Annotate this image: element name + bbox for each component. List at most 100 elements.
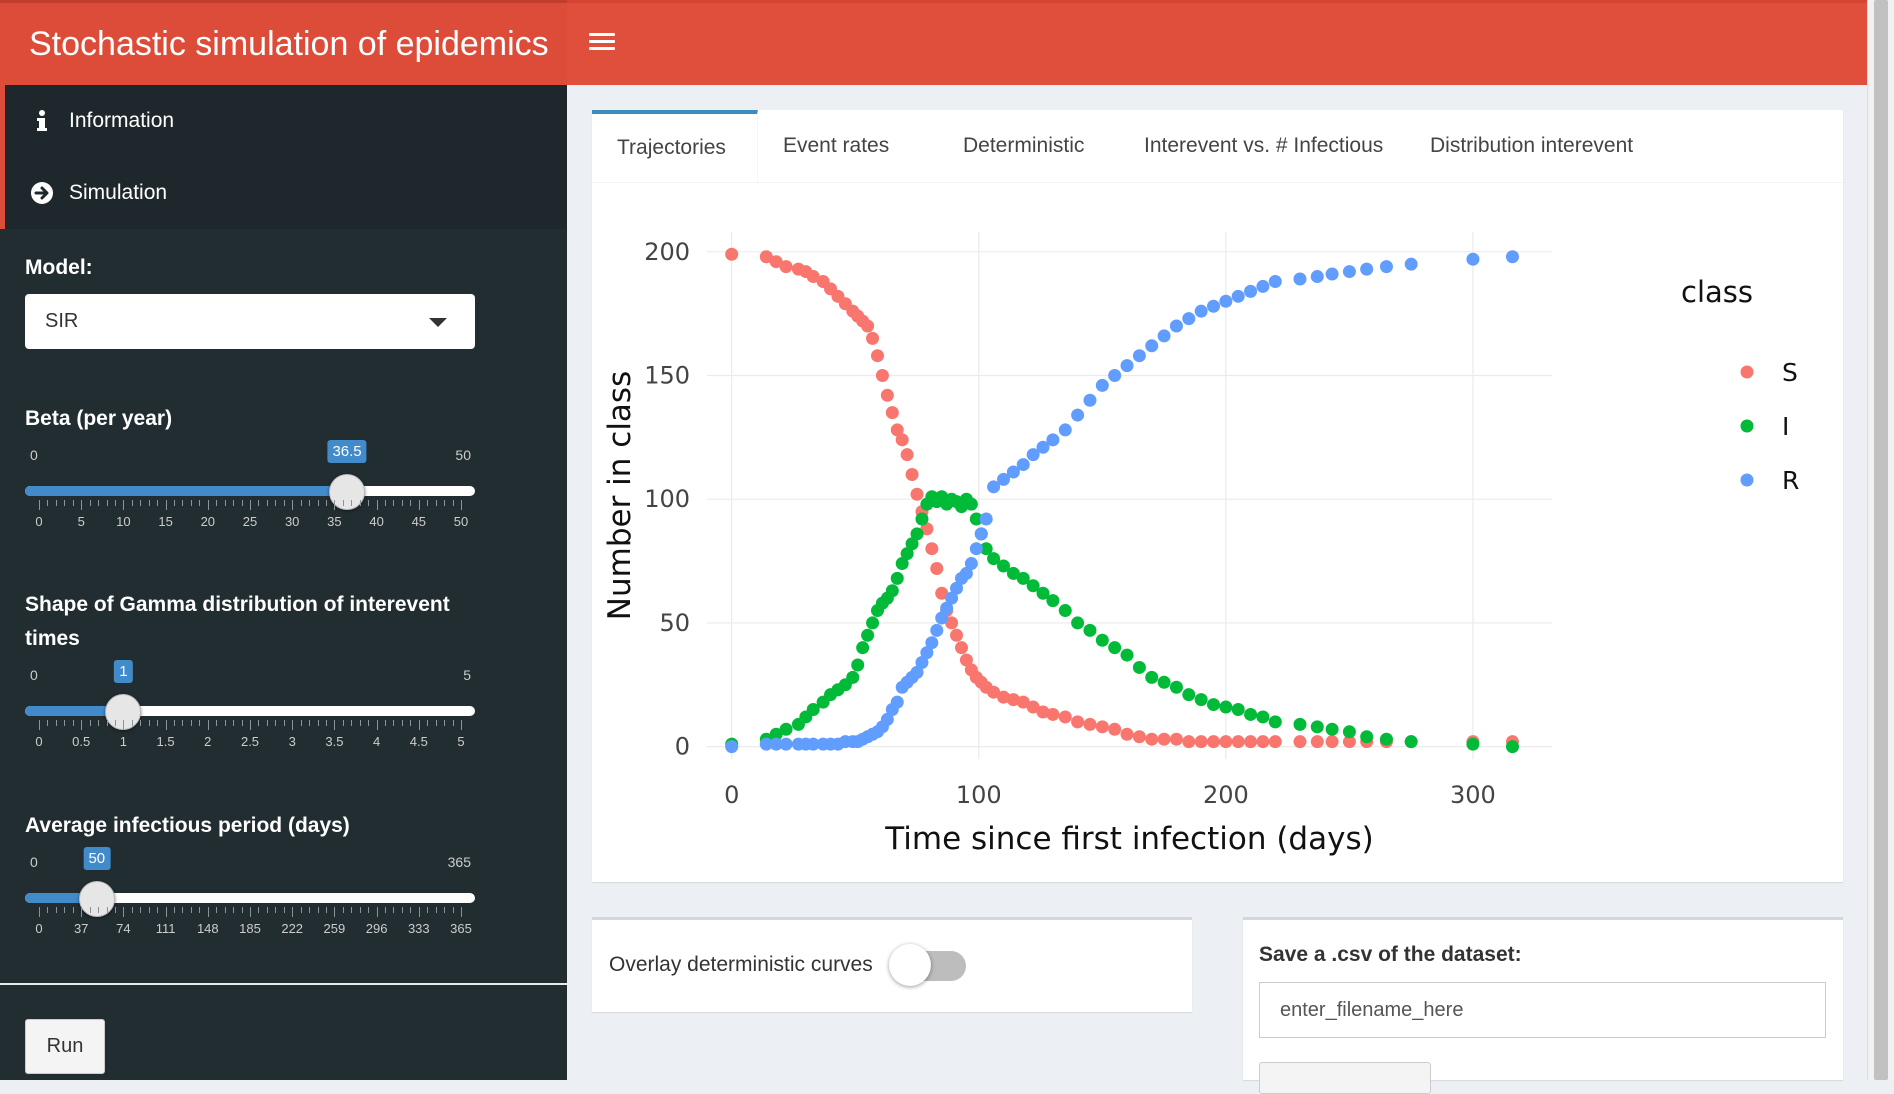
- point-S: [930, 561, 944, 575]
- app-title: Stochastic simulation of epidemics: [0, 0, 567, 85]
- point-R: [725, 740, 739, 754]
- point-S: [861, 319, 875, 333]
- beta-slider[interactable]: 0 50 36.5 0 5 10 15 20 25 30 35 40 45 50: [25, 440, 475, 547]
- period-slider[interactable]: 0 365 50 0 37 74 111 148 185 222 259 296 333 365: [25, 847, 475, 954]
- point-R: [1379, 260, 1393, 274]
- point-I: [1325, 722, 1339, 736]
- point-I: [1046, 594, 1060, 608]
- tick-mark: [300, 500, 302, 506]
- tick-mark: [64, 500, 66, 506]
- tick-label: 4.5: [409, 734, 428, 749]
- tab-event-rates[interactable]: Event rates: [783, 134, 890, 157]
- point-I: [964, 497, 978, 511]
- tab-distribution-interevent[interactable]: Distribution interevent: [1430, 134, 1634, 157]
- overlay-label: Overlay deterministic curves: [609, 953, 873, 976]
- top-navbar: [567, 0, 1868, 85]
- tick-label: 25: [242, 514, 258, 529]
- y-tick-label: 0: [675, 733, 690, 761]
- overlay-toggle[interactable]: [889, 944, 966, 986]
- shape-track[interactable]: [25, 706, 475, 716]
- tab-trajectories[interactable]: Trajectories: [592, 110, 758, 182]
- point-R: [1310, 270, 1324, 284]
- point-S: [725, 247, 739, 261]
- period-handle[interactable]: [78, 881, 115, 917]
- page-scrollbar[interactable]: [1867, 0, 1894, 1080]
- point-I: [1182, 688, 1196, 702]
- tick-mark: [317, 907, 319, 913]
- tick-label: 30: [284, 514, 300, 529]
- tick-mark: [250, 907, 251, 917]
- overlay-box: Overlay deterministic curves: [592, 917, 1192, 1012]
- tick-mark: [427, 720, 429, 726]
- legend-label-R: R: [1782, 466, 1799, 495]
- point-I: [1132, 660, 1146, 674]
- point-S: [900, 448, 914, 462]
- legend-label-I: I: [1782, 412, 1789, 441]
- tick-mark: [410, 907, 412, 913]
- model-select[interactable]: SIR: [25, 294, 475, 349]
- tab-interevent-vs-infectious[interactable]: Interevent vs. # Infectious: [1144, 134, 1384, 157]
- scrollbar-thumb[interactable]: [1874, 0, 1888, 1080]
- tick-mark: [317, 500, 319, 506]
- tick-mark: [224, 720, 226, 726]
- tick-mark: [292, 500, 294, 510]
- point-R: [1120, 359, 1134, 373]
- tick-mark: [444, 500, 446, 506]
- tick-mark: [140, 500, 142, 506]
- shape-slider[interactable]: 0 5 1 0 0.5 1 1.5 2 2.5 3 3.5 4 4.5 5: [25, 660, 475, 767]
- legend-dot-S: [1740, 365, 1754, 379]
- point-S: [806, 270, 820, 284]
- tick-label: 2.5: [240, 734, 260, 749]
- point-S: [996, 690, 1010, 704]
- tick-mark: [258, 720, 260, 726]
- tick-mark: [351, 500, 353, 506]
- y-axis-label: Number in class: [602, 371, 638, 620]
- sidebar-item-information[interactable]: Information: [0, 85, 567, 157]
- tick-mark: [47, 500, 49, 506]
- tick-mark: [359, 500, 361, 506]
- period-track[interactable]: [25, 893, 475, 903]
- point-R: [1083, 393, 1097, 407]
- hamburger-menu-icon[interactable]: [589, 29, 615, 53]
- tick-mark: [39, 500, 40, 510]
- point-I: [1145, 670, 1159, 684]
- point-S: [920, 522, 934, 536]
- point-S: [769, 255, 783, 269]
- tick-mark: [131, 907, 133, 913]
- point-R: [1036, 440, 1050, 454]
- tick-label: 35: [327, 514, 342, 529]
- point-S: [1058, 710, 1072, 724]
- tab-deterministic[interactable]: Deterministic: [963, 134, 1085, 157]
- filename-input[interactable]: [1259, 982, 1826, 1038]
- tick-mark: [410, 720, 412, 726]
- point-R: [1016, 458, 1030, 472]
- point-I: [1360, 730, 1374, 744]
- beta-ticks: [25, 500, 475, 512]
- tick-label: 5: [77, 514, 85, 529]
- download-button[interactable]: [1259, 1062, 1431, 1094]
- point-S: [866, 331, 880, 345]
- tick-label: 10: [116, 514, 131, 529]
- run-button[interactable]: Run: [25, 1019, 105, 1074]
- point-R: [915, 656, 929, 670]
- point-I: [996, 559, 1010, 573]
- point-S: [1293, 735, 1307, 749]
- point-R: [890, 695, 904, 709]
- point-R: [930, 623, 944, 637]
- tick-label: 296: [365, 921, 388, 936]
- point-S: [759, 250, 773, 264]
- toggle-knob[interactable]: [889, 944, 931, 986]
- point-R: [1256, 279, 1270, 293]
- model-label: Model:: [25, 256, 93, 279]
- tick-label: 0.5: [72, 734, 91, 749]
- point-I: [1231, 703, 1245, 717]
- tick-label: 0: [35, 514, 43, 529]
- tick-mark: [114, 500, 116, 506]
- sidebar-item-simulation[interactable]: Simulation: [0, 157, 567, 229]
- tab-bar: Trajectories Event rates Deterministic I…: [592, 110, 1843, 183]
- tick-mark: [334, 720, 336, 730]
- point-R: [1219, 294, 1233, 308]
- tick-mark: [39, 907, 40, 917]
- point-I: [1071, 616, 1085, 630]
- tick-mark: [123, 907, 125, 917]
